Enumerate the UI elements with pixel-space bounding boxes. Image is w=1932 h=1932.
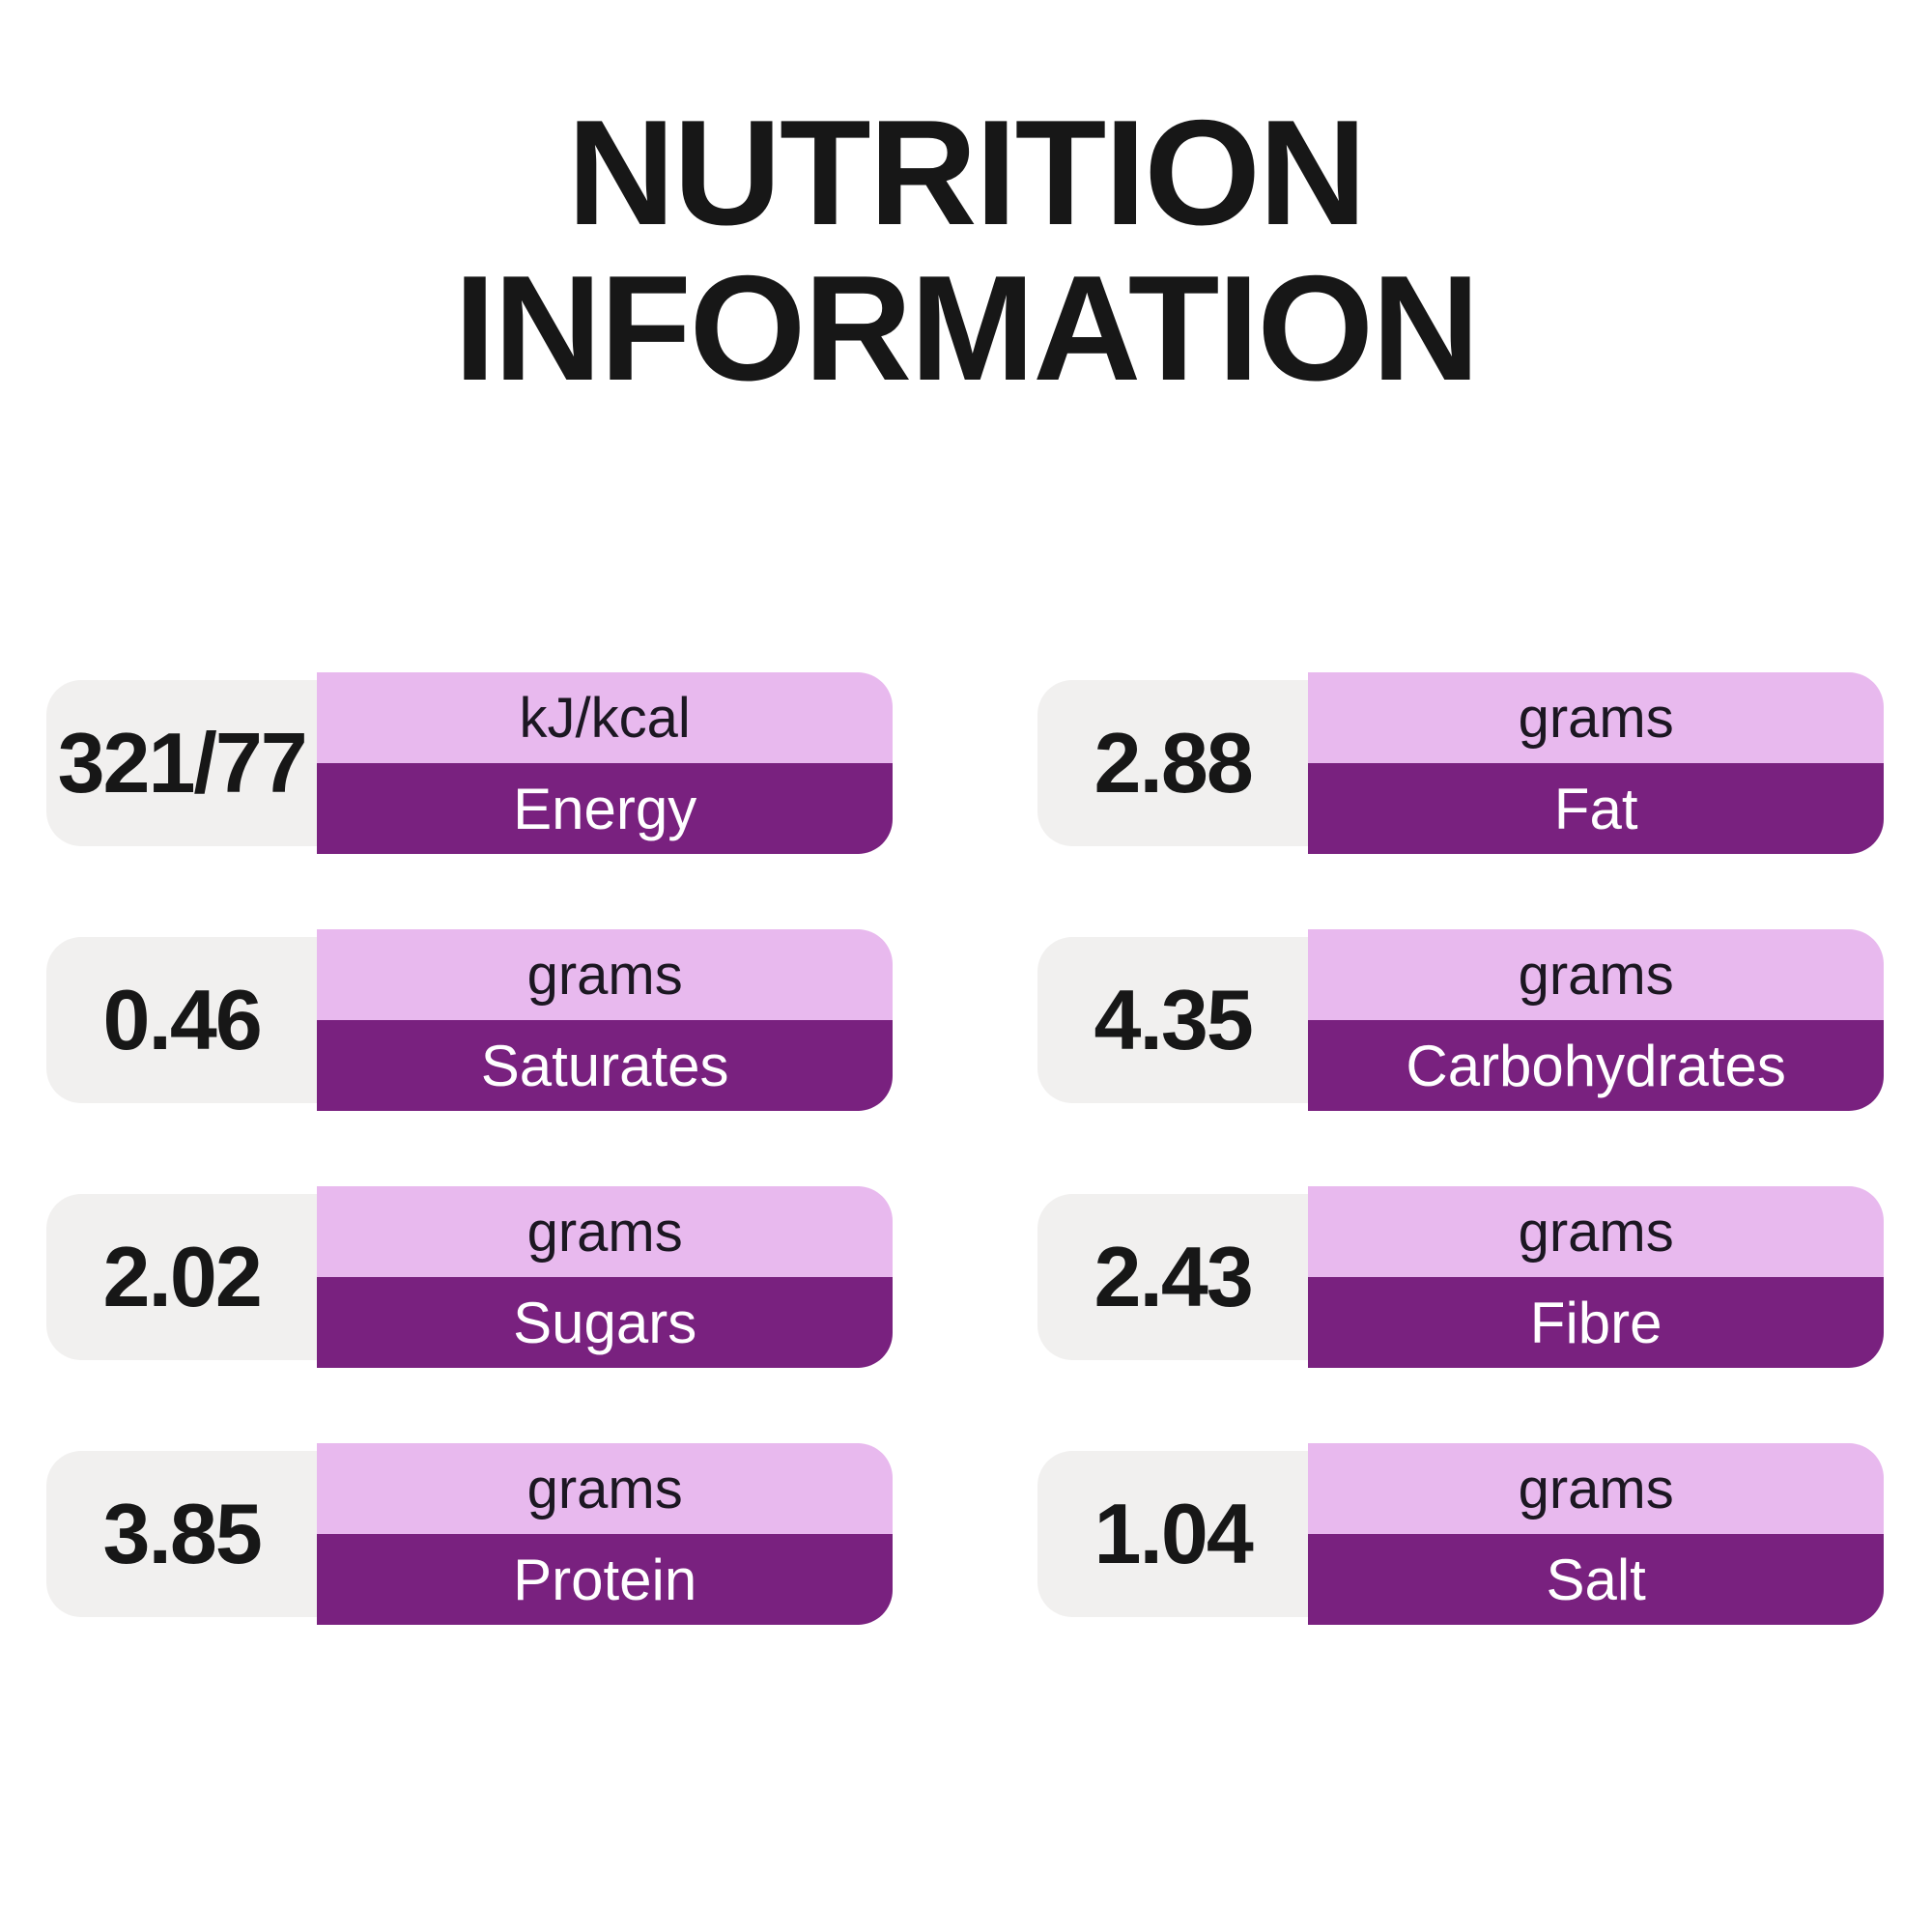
fibre-unit: grams: [1308, 1186, 1884, 1278]
page-title-line1: NUTRITION: [567, 89, 1367, 256]
card-sugars: 2.02 grams Sugars: [46, 1186, 893, 1369]
saturates-label: Saturates: [317, 1020, 893, 1112]
salt-label: Salt: [1308, 1534, 1884, 1626]
carbohydrates-label: Carbohydrates: [1308, 1020, 1884, 1112]
sugars-label: Sugars: [317, 1277, 893, 1369]
carbohydrates-unit: grams: [1308, 929, 1884, 1021]
protein-unit: grams: [317, 1443, 893, 1535]
nutrition-cards-grid: 321/77 kJ/kcal Energy 2.88 grams Fat 0.4…: [46, 672, 1884, 1626]
card-carbohydrates: 4.35 grams Carbohydrates: [1037, 929, 1884, 1112]
fibre-badge: grams Fibre: [1308, 1186, 1884, 1369]
saturates-unit: grams: [317, 929, 893, 1021]
sugars-badge: grams Sugars: [317, 1186, 893, 1369]
protein-badge: grams Protein: [317, 1443, 893, 1626]
protein-label: Protein: [317, 1534, 893, 1626]
fat-badge: grams Fat: [1308, 672, 1884, 855]
card-salt: 1.04 grams Salt: [1037, 1443, 1884, 1626]
sugars-unit: grams: [317, 1186, 893, 1278]
energy-badge: kJ/kcal Energy: [317, 672, 893, 855]
page-title-line2: INFORMATION: [454, 244, 1480, 412]
energy-unit: kJ/kcal: [317, 672, 893, 764]
saturates-value: 0.46: [102, 972, 263, 1068]
fat-value: 2.88: [1094, 715, 1254, 811]
protein-value: 3.85: [102, 1486, 263, 1582]
fat-unit: grams: [1308, 672, 1884, 764]
energy-value: 321/77: [57, 715, 308, 811]
carbohydrates-badge: grams Carbohydrates: [1308, 929, 1884, 1112]
salt-unit: grams: [1308, 1443, 1884, 1535]
fat-label: Fat: [1308, 763, 1884, 855]
fibre-value: 2.43: [1094, 1229, 1254, 1325]
card-protein: 3.85 grams Protein: [46, 1443, 893, 1626]
salt-badge: grams Salt: [1308, 1443, 1884, 1626]
saturates-badge: grams Saturates: [317, 929, 893, 1112]
card-fat: 2.88 grams Fat: [1037, 672, 1884, 855]
sugars-value: 2.02: [102, 1229, 263, 1325]
energy-label: Energy: [317, 763, 893, 855]
carbohydrates-value: 4.35: [1094, 972, 1254, 1068]
fibre-label: Fibre: [1308, 1277, 1884, 1369]
page-title: NUTRITION INFORMATION: [0, 0, 1932, 412]
card-saturates: 0.46 grams Saturates: [46, 929, 893, 1112]
card-fibre: 2.43 grams Fibre: [1037, 1186, 1884, 1369]
card-energy: 321/77 kJ/kcal Energy: [46, 672, 893, 855]
salt-value: 1.04: [1094, 1486, 1254, 1582]
